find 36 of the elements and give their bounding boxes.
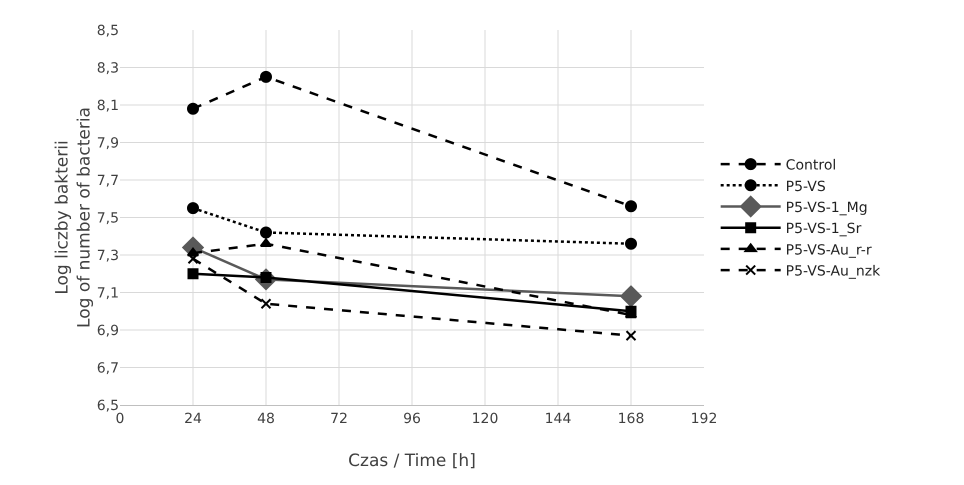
legend-label: P5-VS-Au_nzk: [786, 264, 882, 280]
y-tick-label: 6,9: [96, 322, 119, 339]
legend-label: P5-VS-1_Mg: [786, 200, 868, 216]
x-tick-label: 168: [618, 410, 644, 427]
point: [625, 200, 637, 212]
y-tick-label: 7,3: [96, 248, 119, 264]
legend-label: Control: [786, 158, 836, 174]
y-tick-label: 8,1: [96, 98, 119, 114]
y-tick-label: 7,5: [96, 210, 119, 226]
y-axis-title: Log liczby bakterii Log of number of bacteria: [52, 107, 95, 328]
legend-label: P5-VS-Au_r-r: [786, 242, 872, 258]
y-tick-label: 8,5: [96, 22, 119, 39]
point: [260, 298, 272, 310]
x-tick-label: 72: [330, 410, 348, 427]
point: [188, 268, 198, 280]
point: [620, 286, 642, 307]
point: [260, 70, 272, 83]
y-tick-label: 7,9: [96, 135, 119, 152]
point: [625, 238, 637, 250]
point: [187, 202, 199, 214]
x-axis-title: Czas / Time [h]: [348, 451, 476, 471]
x-tick-label: 48: [257, 410, 275, 427]
x-tick-label: 192: [690, 410, 718, 427]
point: [260, 226, 272, 238]
y-tick-label: 7,7: [96, 172, 119, 189]
legend-label: P5-VS: [786, 178, 826, 195]
y-tick-label: 6,7: [96, 360, 119, 376]
x-tick-label: 24: [184, 410, 202, 427]
point: [187, 102, 199, 115]
y-tick-label: 8,3: [96, 60, 119, 76]
legend-label: P5-VS-1_Sr: [786, 221, 862, 238]
x-tick-label: 120: [472, 410, 498, 427]
y-tick-label: 7,1: [96, 285, 119, 302]
x-tick-label: 96: [403, 410, 421, 427]
point: [626, 330, 636, 342]
x-tick-label: 144: [544, 410, 572, 427]
